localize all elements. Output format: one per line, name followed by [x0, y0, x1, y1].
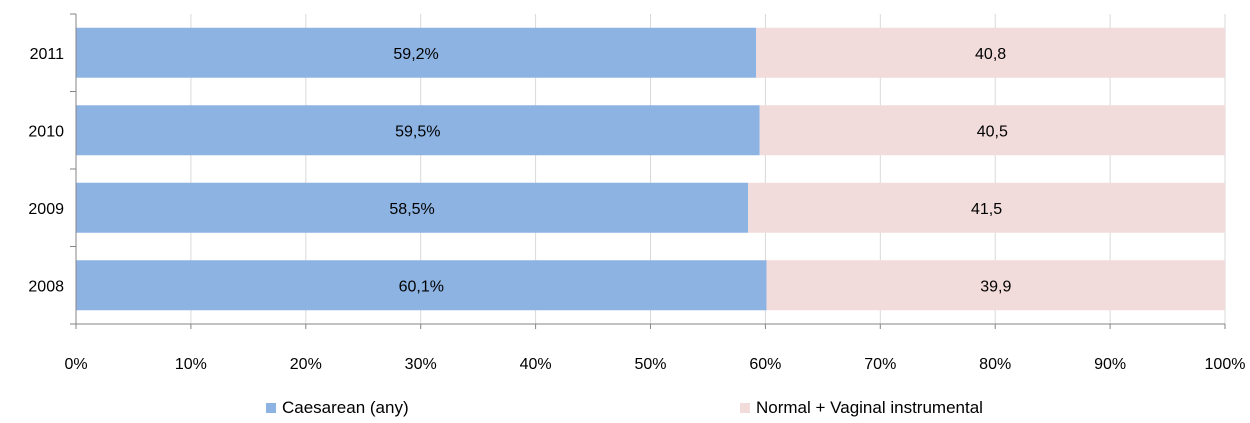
bar-caesarean-2010	[76, 105, 760, 156]
data-label: 40,5	[977, 123, 1008, 140]
x-tick-label: 20%	[290, 356, 322, 373]
legend-item-caesarean: Caesarean (any)	[266, 398, 409, 418]
y-tick-label: 2010	[28, 123, 64, 140]
bar-caesarean-2008	[76, 260, 767, 311]
y-tick-label: 2011	[30, 46, 65, 63]
legend-item-normal-vaginal: Normal + Vaginal instrumental	[740, 398, 983, 418]
bar-normal-vaginal-2009	[748, 182, 1225, 233]
bar-normal-vaginal-2011	[756, 27, 1225, 78]
x-tick-label: 50%	[634, 356, 666, 373]
legend-label-caesarean: Caesarean (any)	[282, 398, 409, 417]
bar-caesarean-2011	[76, 27, 757, 78]
x-tick-label: 70%	[864, 356, 896, 373]
chart-legend: Caesarean (any) Normal + Vaginal instrum…	[0, 398, 1250, 422]
legend-label-normal-vaginal: Normal + Vaginal instrumental	[756, 398, 983, 417]
bar-normal-vaginal-2008	[766, 260, 1225, 311]
x-tick-label: 60%	[749, 356, 781, 373]
bar-caesarean-2009	[76, 182, 749, 233]
x-tick-label: 30%	[405, 356, 437, 373]
legend-swatch-normal-vaginal	[740, 403, 750, 413]
data-label: 39,9	[980, 278, 1011, 295]
y-tick-label: 2008	[28, 278, 64, 295]
data-label: 60,1%	[399, 278, 444, 295]
y-tick-label: 2009	[28, 201, 64, 218]
x-tick-label: 80%	[979, 356, 1011, 373]
x-tick-label: 0%	[64, 356, 87, 373]
data-label: 41,5	[971, 201, 1002, 218]
data-label: 59,2%	[393, 46, 438, 63]
data-label: 40,8	[975, 46, 1006, 63]
x-tick-label: 10%	[175, 356, 207, 373]
bar-normal-vaginal-2010	[759, 105, 1225, 156]
x-tick-label: 40%	[520, 356, 552, 373]
x-tick-label: 100%	[1205, 356, 1246, 373]
legend-swatch-caesarean	[266, 403, 276, 413]
data-label: 59,5%	[395, 123, 440, 140]
data-label: 58,5%	[389, 201, 434, 218]
x-tick-label: 90%	[1094, 356, 1126, 373]
